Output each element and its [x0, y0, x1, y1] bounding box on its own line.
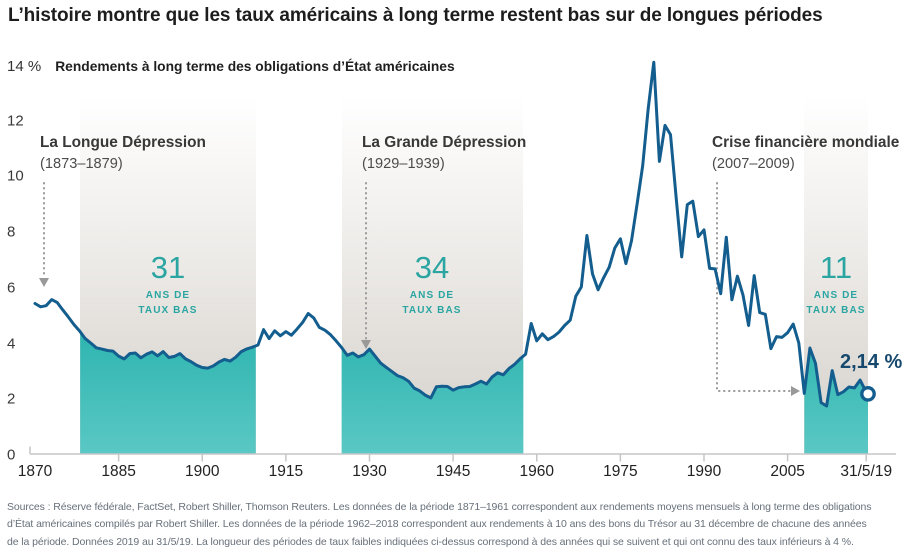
- page-title: L’histoire montre que les taux américain…: [8, 5, 823, 26]
- x-axis-label: 1960: [519, 463, 554, 480]
- x-axis-label: 1975: [603, 463, 638, 480]
- x-axis-label: 2005: [770, 463, 805, 480]
- latest-value-label: 2,14 %: [840, 351, 903, 373]
- annotation-long-depression-period: (1873–1879): [40, 156, 123, 172]
- annotation-long-depression-title: La Longue Dépression: [40, 134, 206, 151]
- y-axis-label: 8: [7, 223, 16, 241]
- annotation-financial-crisis-title: Crise financière mondiale: [712, 134, 900, 151]
- band-caption: TAUX BAS: [402, 305, 462, 316]
- band-label-11-years: 11 ANS DE TAUX BAS: [776, 250, 896, 316]
- band-caption: ANS DE: [145, 290, 191, 301]
- y-axis-label: 2: [7, 390, 16, 408]
- band-label-34-years: 34 ANS DE TAUX BAS: [372, 250, 492, 316]
- source-line: d’État américaines compilés par Robert S…: [7, 518, 867, 531]
- band-years-count: 34: [414, 250, 450, 285]
- x-axis-label: 1990: [686, 463, 722, 480]
- band-label-31-years: 31 ANS DE TAUX BAS: [108, 250, 228, 316]
- x-axis-label: 31/5/19: [840, 463, 893, 480]
- x-axis-label: 1900: [184, 463, 220, 480]
- source-note: Sources : Réserve fédérale, FactSet, Rob…: [7, 499, 919, 551]
- annotation-great-depression-period: (1929–1939): [362, 156, 445, 172]
- annotation-financial-crisis-period: (2007–2009): [712, 156, 795, 172]
- band-caption: TAUX BAS: [806, 305, 866, 316]
- y-axis-label: 10: [7, 167, 24, 185]
- source-line: de la période. Données 2019 au 31/5/19. …: [7, 535, 854, 548]
- y-axis-label: 4: [7, 335, 16, 353]
- x-axis-label: 1885: [101, 463, 136, 480]
- source-line: Sources : Réserve fédérale, FactSet, Rob…: [7, 501, 872, 513]
- annotation-great-depression-title: La Grande Dépression: [362, 134, 527, 151]
- x-axis-label: 1930: [352, 463, 387, 480]
- band-caption: ANS DE: [409, 290, 455, 301]
- band-caption: TAUX BAS: [138, 305, 198, 316]
- band-caption: ANS DE: [813, 290, 859, 301]
- x-axis-label: 1870: [17, 463, 53, 480]
- band-years-count: 31: [150, 250, 186, 285]
- band-years-count: 11: [819, 250, 853, 285]
- y-axis-label: 6: [7, 279, 16, 297]
- x-axis-label: 1915: [268, 463, 304, 480]
- y-axis-label: 12: [7, 112, 24, 130]
- y-axis-top-label: 14 %: [7, 58, 42, 75]
- x-axis-label: 1945: [435, 463, 471, 480]
- y-axis-label: 0: [7, 446, 16, 464]
